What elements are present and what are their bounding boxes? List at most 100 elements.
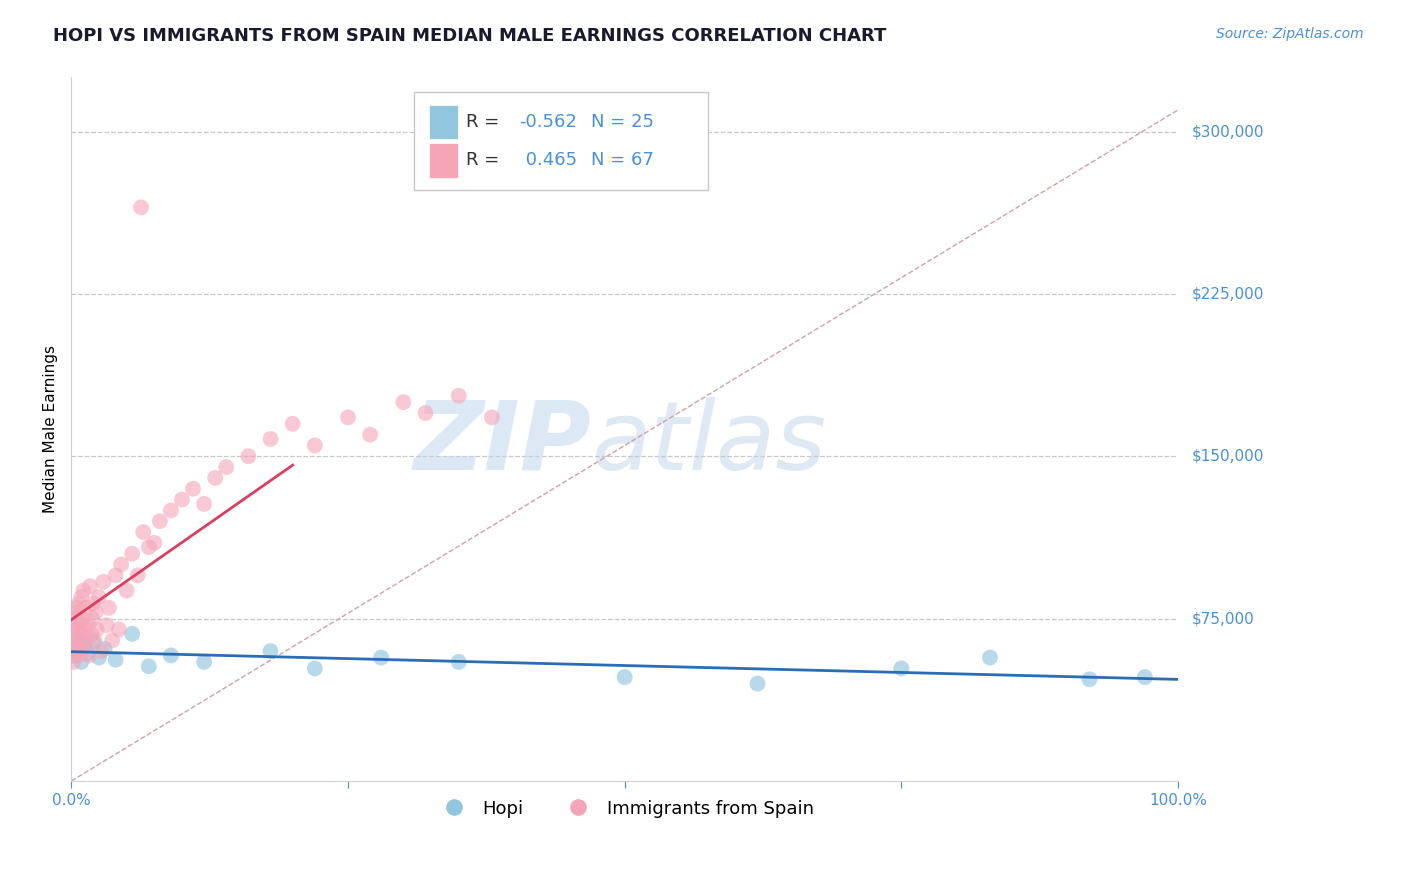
Text: $300,000: $300,000 (1192, 124, 1264, 139)
Immigrants from Spain (83, 633, 105, 648)
FancyBboxPatch shape (415, 92, 707, 190)
Text: N = 25: N = 25 (592, 112, 654, 131)
Immigrants from Spain (75, 633, 97, 648)
FancyBboxPatch shape (429, 104, 457, 139)
Hopi (304, 661, 326, 675)
Hopi (1078, 672, 1101, 686)
Immigrants from Spain (72, 612, 94, 626)
Immigrants from Spain (304, 438, 326, 452)
Immigrants from Spain (115, 583, 138, 598)
Immigrants from Spain (67, 648, 90, 663)
Immigrants from Spain (87, 590, 110, 604)
Immigrants from Spain (90, 644, 112, 658)
Immigrants from Spain (238, 450, 260, 464)
Immigrants from Spain (82, 597, 104, 611)
Hopi (62, 640, 84, 654)
Hopi (613, 670, 636, 684)
Hopi (67, 633, 90, 648)
Immigrants from Spain (143, 536, 166, 550)
Text: R =: R = (467, 112, 505, 131)
Immigrants from Spain (65, 612, 87, 626)
Y-axis label: Median Male Earnings: Median Male Earnings (44, 345, 58, 513)
Immigrants from Spain (77, 648, 100, 663)
Immigrants from Spain (127, 568, 149, 582)
Immigrants from Spain (62, 648, 84, 663)
Hopi (747, 676, 769, 690)
Text: atlas: atlas (592, 397, 827, 490)
Text: $225,000: $225,000 (1192, 286, 1264, 301)
Hopi (979, 650, 1001, 665)
Hopi (138, 659, 160, 673)
Immigrants from Spain (108, 623, 131, 637)
Immigrants from Spain (66, 623, 89, 637)
Immigrants from Spain (67, 597, 90, 611)
Immigrants from Spain (66, 633, 89, 648)
Immigrants from Spain (181, 482, 204, 496)
Immigrants from Spain (82, 612, 104, 626)
Immigrants from Spain (132, 524, 155, 539)
Hopi (70, 655, 93, 669)
Immigrants from Spain (281, 417, 304, 431)
Immigrants from Spain (149, 514, 172, 528)
Text: N = 67: N = 67 (592, 152, 654, 169)
Immigrants from Spain (69, 627, 91, 641)
Immigrants from Spain (69, 615, 91, 630)
Immigrants from Spain (447, 389, 470, 403)
Immigrants from Spain (138, 540, 160, 554)
Hopi (121, 627, 143, 641)
Hopi (63, 648, 86, 663)
Hopi (1133, 670, 1156, 684)
Immigrants from Spain (80, 627, 103, 641)
Immigrants from Spain (160, 503, 183, 517)
Hopi (73, 638, 96, 652)
Text: Source: ZipAtlas.com: Source: ZipAtlas.com (1216, 27, 1364, 41)
Immigrants from Spain (70, 590, 93, 604)
Text: ZIP: ZIP (413, 397, 592, 490)
Immigrants from Spain (481, 410, 503, 425)
FancyBboxPatch shape (429, 144, 457, 178)
Immigrants from Spain (62, 618, 84, 632)
Immigrants from Spain (63, 640, 86, 654)
Hopi (93, 642, 115, 657)
Legend: Hopi, Immigrants from Spain: Hopi, Immigrants from Spain (429, 792, 821, 825)
Text: $150,000: $150,000 (1192, 449, 1264, 464)
Hopi (66, 644, 89, 658)
Immigrants from Spain (62, 655, 84, 669)
Immigrants from Spain (101, 633, 124, 648)
Immigrants from Spain (96, 618, 118, 632)
Immigrants from Spain (72, 583, 94, 598)
Immigrants from Spain (170, 492, 193, 507)
Immigrants from Spain (104, 568, 127, 582)
Immigrants from Spain (66, 600, 89, 615)
Hopi (259, 644, 281, 658)
Immigrants from Spain (93, 574, 115, 589)
Immigrants from Spain (121, 547, 143, 561)
Immigrants from Spain (70, 640, 93, 654)
Text: HOPI VS IMMIGRANTS FROM SPAIN MEDIAN MALE EARNINGS CORRELATION CHART: HOPI VS IMMIGRANTS FROM SPAIN MEDIAN MAL… (53, 27, 887, 45)
Immigrants from Spain (392, 395, 415, 409)
Immigrants from Spain (79, 579, 101, 593)
Text: R =: R = (467, 152, 505, 169)
Hopi (447, 655, 470, 669)
Immigrants from Spain (65, 644, 87, 658)
Hopi (104, 653, 127, 667)
Immigrants from Spain (73, 623, 96, 637)
Hopi (77, 646, 100, 660)
Text: -0.562: -0.562 (520, 112, 578, 131)
Immigrants from Spain (63, 627, 86, 641)
Immigrants from Spain (76, 600, 98, 615)
Immigrants from Spain (259, 432, 281, 446)
Hopi (87, 650, 110, 665)
Immigrants from Spain (337, 410, 360, 425)
Hopi (193, 655, 215, 669)
Immigrants from Spain (204, 471, 226, 485)
Text: $75,000: $75,000 (1192, 611, 1254, 626)
Immigrants from Spain (415, 406, 437, 420)
Immigrants from Spain (359, 427, 381, 442)
Immigrants from Spain (215, 460, 238, 475)
Hopi (160, 648, 183, 663)
Immigrants from Spain (86, 623, 108, 637)
Immigrants from Spain (129, 200, 152, 214)
Immigrants from Spain (66, 605, 89, 619)
Text: 0.465: 0.465 (520, 152, 576, 169)
